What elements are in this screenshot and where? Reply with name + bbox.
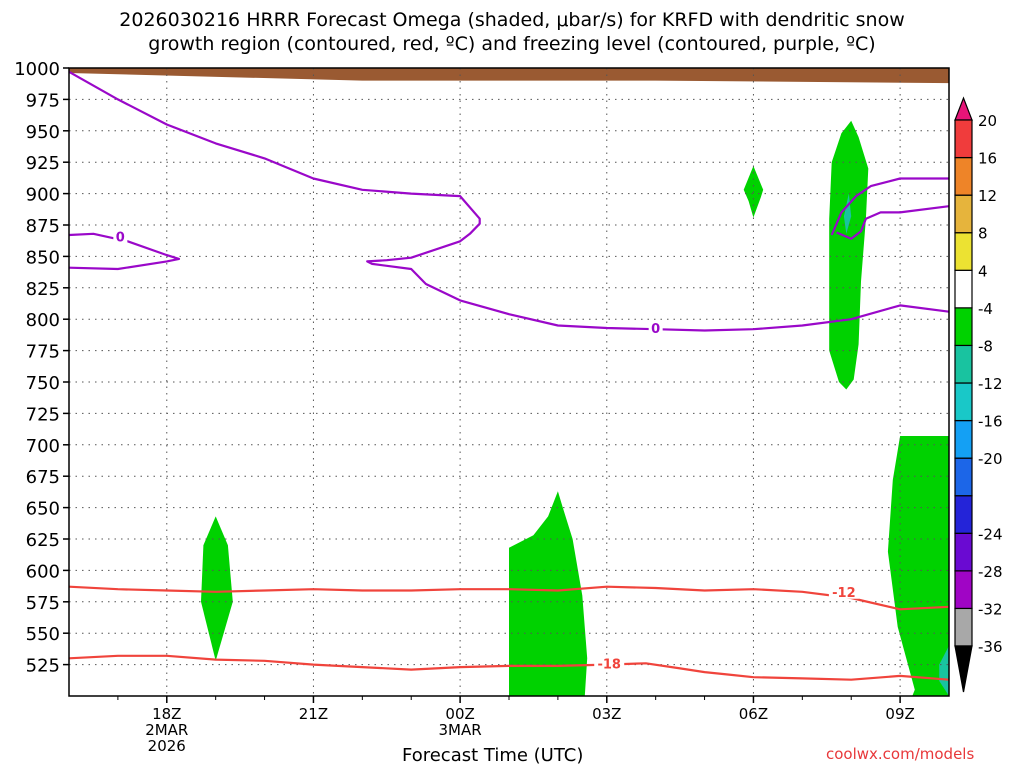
x-tick-label-21Z-1: 21Z bbox=[299, 705, 328, 723]
colorbar-segment-4 bbox=[954, 495, 973, 534]
x-tick-label-18Z-3: 2026 bbox=[148, 737, 186, 755]
y-tick-label-625: 625 bbox=[26, 530, 60, 551]
credit-text[interactable]: coolwx.com/models bbox=[826, 745, 975, 763]
colorbar-segment-3 bbox=[954, 532, 973, 572]
y-tick-label-775: 775 bbox=[26, 342, 60, 363]
y-tick-label-675: 675 bbox=[26, 467, 60, 488]
dendritic-contour-1-label-bg bbox=[594, 655, 625, 671]
colorbar-segment-14 bbox=[954, 119, 973, 159]
colorbar-label-9: -4 bbox=[978, 300, 993, 318]
freezing-level-contour-6 bbox=[830, 177, 949, 236]
x-tick-label-06Z-1: 06Z bbox=[739, 705, 768, 723]
omega-region-4 bbox=[939, 645, 949, 696]
colorbar-segment-2 bbox=[954, 570, 973, 610]
omega-region-3 bbox=[887, 436, 949, 696]
colorbar-label-13: 16 bbox=[978, 150, 997, 168]
colorbar-segment-10 bbox=[954, 269, 973, 309]
x-tick-label-00Z-1: 00Z bbox=[445, 705, 474, 723]
y-axis: 525 550 575 600 625 650 675 700 725 750 775 800 825 8… bbox=[14, 59, 69, 677]
x-axis-title: Forecast Time (UTC) bbox=[402, 745, 584, 766]
freezing-level-contour-5 bbox=[836, 205, 950, 240]
freezing-level-contour-4-label-bg bbox=[113, 228, 128, 244]
y-tick-label-525: 525 bbox=[26, 656, 60, 677]
colorbar-label-6: -16 bbox=[978, 413, 1003, 431]
y-tick-label-925: 925 bbox=[26, 153, 60, 174]
colorbar-label-11: 8 bbox=[978, 225, 988, 243]
ground-fill bbox=[69, 68, 949, 84]
dendritic-contour-2 bbox=[68, 585, 950, 611]
freezing-level-contour-3 bbox=[68, 70, 950, 332]
colorbar-label-5: -20 bbox=[978, 450, 1003, 468]
y-tick-label-750: 750 bbox=[26, 373, 60, 394]
y-tick-label-650: 650 bbox=[26, 499, 60, 520]
y-tick-label-1000: 1000 bbox=[14, 59, 60, 80]
y-tick-label-550: 550 bbox=[26, 624, 60, 645]
y-tick-label-575: 575 bbox=[26, 593, 60, 614]
colorbar-label-12: 12 bbox=[978, 187, 997, 205]
colorbar-segment-13 bbox=[954, 156, 973, 196]
colorbar-segment-6 bbox=[954, 419, 973, 459]
x-tick-label-18Z-1: 18Z bbox=[152, 705, 181, 723]
colorbar: -36 -32 -28 -24 -20 -16 -12 -8 -4 4 8 12 16 20 bbox=[954, 96, 1003, 693]
colorbar-segment-8 bbox=[954, 344, 973, 384]
dendritic-contour-1 bbox=[68, 654, 950, 681]
colorbar-label-1: -36 bbox=[978, 638, 1003, 656]
colorbar-label-3: -28 bbox=[978, 563, 1003, 581]
chart-title-line-1: 2026030216 HRRR Forecast Omega (shaded, … bbox=[119, 9, 905, 31]
ground-surface bbox=[69, 68, 949, 84]
omega-region-2 bbox=[509, 491, 588, 696]
colorbar-segment-5 bbox=[954, 457, 973, 497]
contours: -18 -12 0 0 bbox=[68, 70, 950, 681]
colorbar-label-2: -32 bbox=[978, 600, 1003, 618]
chart-title-line-2: growth region (contoured, red, ºC) and f… bbox=[148, 33, 876, 55]
omega-region-1 bbox=[201, 516, 233, 661]
y-tick-label-875: 875 bbox=[26, 216, 60, 237]
freezing-level-contour-4 bbox=[68, 232, 181, 271]
freezing-level-contour-3-label: 0 bbox=[651, 322, 660, 337]
y-tick-label-800: 800 bbox=[26, 310, 60, 331]
colorbar-label-4: -24 bbox=[978, 525, 1003, 543]
colorbar-segment-9 bbox=[954, 307, 973, 347]
grid bbox=[69, 68, 949, 696]
y-tick-label-725: 725 bbox=[26, 404, 60, 425]
y-tick-label-850: 850 bbox=[26, 247, 60, 268]
x-tick-label-18Z-2: 2MAR bbox=[145, 721, 188, 739]
x-tick-label-03Z-1: 03Z bbox=[592, 705, 621, 723]
dendritic-contour-2-label: -12 bbox=[832, 586, 856, 601]
omega-shading bbox=[201, 120, 949, 696]
y-tick-label-900: 900 bbox=[26, 185, 60, 206]
colorbar-segment-7 bbox=[954, 382, 973, 422]
freezing-level-contour-3-label-bg bbox=[648, 319, 663, 335]
y-tick-label-950: 950 bbox=[26, 122, 60, 143]
dendritic-contour-1-label: -18 bbox=[597, 657, 621, 672]
colorbar-arrow-bottom bbox=[954, 645, 973, 693]
x-tick-label-00Z-2: 3MAR bbox=[439, 721, 482, 739]
x-tick-label-09Z-1: 09Z bbox=[885, 705, 914, 723]
colorbar-label-14: 20 bbox=[978, 112, 997, 130]
y-tick-label-600: 600 bbox=[26, 561, 60, 582]
y-tick-label-700: 700 bbox=[26, 436, 60, 457]
y-tick-label-825: 825 bbox=[26, 279, 60, 300]
colorbar-label-8: -8 bbox=[978, 337, 993, 355]
omega-region-6 bbox=[829, 120, 869, 390]
colorbar-segment-11 bbox=[954, 232, 973, 271]
colorbar-segment-12 bbox=[954, 194, 973, 234]
colorbar-segment-1 bbox=[954, 607, 973, 647]
colorbar-label-7: -12 bbox=[978, 375, 1003, 393]
freezing-level-contour-4-label: 0 bbox=[116, 230, 125, 245]
chart-title: 2026030216 HRRR Forecast Omega (shaded, … bbox=[0, 8, 1024, 56]
y-tick-label-975: 975 bbox=[26, 90, 60, 111]
colorbar-arrow-top bbox=[954, 96, 973, 121]
colorbar-label-10: 4 bbox=[978, 262, 988, 280]
dendritic-contour-2-label-bg bbox=[828, 583, 859, 599]
